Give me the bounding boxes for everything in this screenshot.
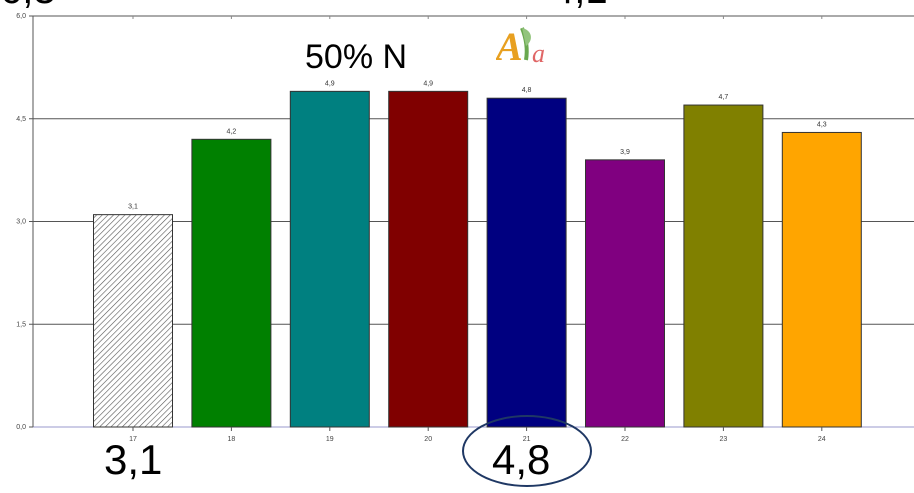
- bar-19: [289, 90, 370, 428]
- y-tick-label: 4,5: [16, 116, 26, 123]
- overlay-bottom-left-value: 3,1: [104, 436, 163, 483]
- data-label: 4,3: [817, 121, 827, 128]
- bar-23: [683, 104, 764, 428]
- x-tick-label: 22: [621, 436, 629, 443]
- x-tick-label: 23: [720, 436, 728, 443]
- bar-18: [191, 138, 272, 428]
- y-tick-label: 6,0: [16, 13, 26, 20]
- overlay-circled-value: 4,8: [492, 436, 551, 483]
- data-label: 4,7: [719, 94, 729, 101]
- chart-subtitle: 50% N: [305, 38, 408, 76]
- x-tick-label: 19: [326, 436, 334, 443]
- y-tick-label: 3,0: [16, 219, 26, 226]
- data-label: 3,1: [128, 204, 138, 211]
- logo-letter-a: A: [496, 24, 523, 68]
- overlay-top-right-value: 4,1: [552, 0, 608, 10]
- bar-22: [585, 159, 665, 428]
- data-label: 4,2: [227, 128, 237, 135]
- y-tick-label: 0,0: [16, 424, 26, 431]
- x-tick-label: 24: [818, 436, 826, 443]
- overlay-top-left-value: 6,3: [0, 0, 56, 10]
- x-tick-label: 20: [424, 436, 432, 443]
- bar-21: [486, 97, 567, 428]
- data-label: 4,9: [423, 80, 433, 87]
- bar-24: [781, 131, 862, 428]
- y-tick-label: 1,5: [16, 321, 26, 328]
- highlight-circle: [462, 415, 592, 487]
- x-tick-label: 18: [228, 436, 236, 443]
- data-label: 3,9: [620, 149, 630, 156]
- logo-letter-a-small: a: [532, 39, 545, 68]
- data-label: 4,8: [522, 87, 532, 94]
- ala-logo: A a: [496, 24, 545, 68]
- logo-leaf: [522, 28, 531, 46]
- x-tick-label: 17: [129, 436, 137, 443]
- bar-20: [388, 90, 469, 428]
- data-label: 4,9: [325, 80, 335, 87]
- bar-17: [93, 214, 173, 428]
